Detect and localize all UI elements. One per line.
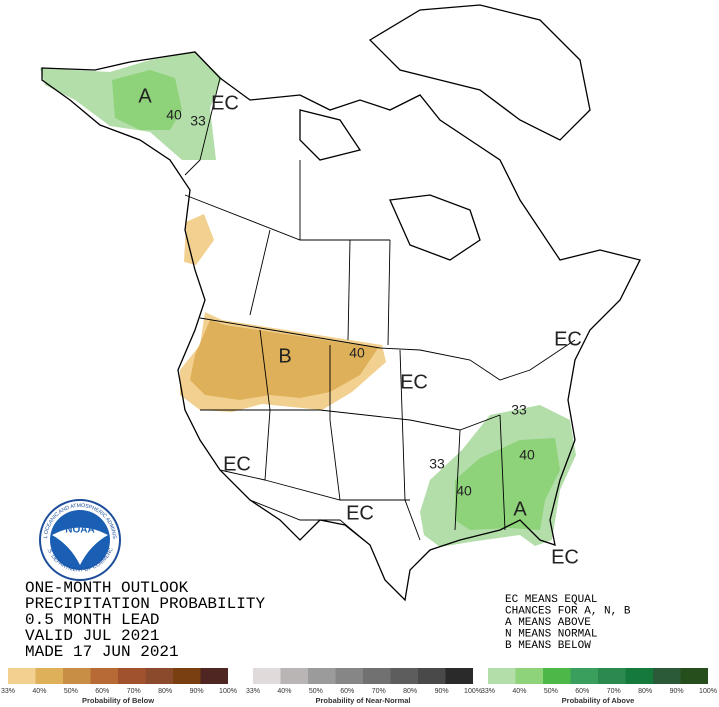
scale-swatch (390, 668, 418, 684)
map-label: EC (346, 502, 374, 524)
us-canada-border (199, 317, 576, 381)
coastline (41, 51, 641, 602)
map-label: EC (400, 371, 428, 393)
map-label: 33 (190, 113, 206, 129)
scale-label: 100% (464, 688, 482, 695)
province-lines (184, 160, 391, 346)
scale-label: 40% (277, 688, 291, 695)
scale-swatch (363, 668, 391, 684)
alaska-border (184, 77, 221, 176)
scale-label: 33% (1, 688, 15, 695)
scale-swatch (173, 668, 201, 684)
map-label: 40 (349, 345, 365, 361)
scale-label: 70% (372, 688, 386, 695)
scale-label: 80% (403, 688, 417, 695)
scale-label: 100% (219, 688, 237, 695)
map-label: 33 (511, 402, 527, 418)
scale-title: Probability of Above (562, 696, 635, 705)
scale-title: Probability of Below (82, 696, 154, 705)
title-line: ONE-MONTH OUTLOOK (25, 579, 189, 597)
scale-label: 90% (435, 688, 449, 695)
scale-label: 40% (32, 688, 46, 695)
scale-swatch (90, 668, 118, 684)
title-line: MADE 17 JUN 2021 (25, 643, 179, 661)
scale-swatch (488, 668, 516, 684)
scale-label: 40% (512, 688, 526, 695)
scale-label: 33% (246, 688, 260, 695)
scale-swatch (418, 668, 446, 684)
scale-swatch (515, 668, 543, 684)
map-label: EC (551, 546, 579, 568)
map-label: 40 (519, 447, 535, 463)
scale-swatch (680, 668, 708, 684)
scale-label: 50% (544, 688, 558, 695)
scale-label: 50% (309, 688, 323, 695)
scale-label: 70% (127, 688, 141, 695)
scale-swatch (145, 668, 173, 684)
title-line: 0.5 MONTH LEAD (25, 611, 159, 629)
scale-swatch (598, 668, 626, 684)
title-line: VALID JUL 2021 (25, 627, 159, 645)
scale-swatch (308, 668, 336, 684)
key-line: CHANCES FOR A, N, B (505, 605, 631, 617)
map-label: 40 (456, 483, 472, 499)
scale-swatch (8, 668, 36, 684)
scale-label: 70% (607, 688, 621, 695)
map-label: A (138, 85, 152, 107)
scale-swatch (335, 668, 363, 684)
logo-name: NOAA (65, 525, 94, 536)
scale-label: 100% (699, 688, 717, 695)
key-line: EC MEANS EQUAL (505, 594, 597, 606)
logo-bird (52, 527, 108, 565)
map-label: 40 (166, 107, 182, 123)
scale-label: 50% (64, 688, 78, 695)
scale-swatch (625, 668, 653, 684)
scale-label: 80% (158, 688, 172, 695)
scale-label: 60% (95, 688, 109, 695)
mexico-border (249, 499, 371, 546)
title-line: PRECIPITATION PROBABILITY (25, 595, 265, 613)
scale-label: 60% (575, 688, 589, 695)
scale-label: 80% (638, 688, 652, 695)
scale-swatch (63, 668, 91, 684)
scale-swatch (570, 668, 598, 684)
bc-below-33 (184, 214, 214, 265)
scale-label: 60% (340, 688, 354, 695)
alaska-above-40 (112, 70, 182, 130)
northwest-below-40 (190, 320, 378, 400)
key-line: N MEANS NORMAL (505, 628, 597, 640)
scale-swatch (253, 668, 281, 684)
map-label: EC (554, 328, 582, 350)
state-lines (200, 329, 506, 541)
scale-swatch (543, 668, 571, 684)
map-label: A (513, 498, 527, 520)
map-label: EC (223, 453, 251, 475)
scale-swatch (653, 668, 681, 684)
scale-label: 90% (190, 688, 204, 695)
map-label: 33 (429, 456, 445, 472)
key-line: A MEANS ABOVE (505, 617, 591, 629)
scale-title: Probability of Near-Normal (315, 696, 410, 705)
scale-swatch (35, 668, 63, 684)
arctic-islands (299, 4, 591, 261)
map-label: EC (211, 92, 239, 114)
southeast-above-40 (455, 438, 560, 530)
scale-swatch (200, 668, 228, 684)
scale-label: 90% (670, 688, 684, 695)
map-label: B (278, 345, 291, 367)
scale-swatch (280, 668, 308, 684)
scale-label: 33% (481, 688, 495, 695)
scale-swatch (445, 668, 473, 684)
scale-swatch (118, 668, 146, 684)
key-line: B MEANS BELOW (505, 640, 591, 652)
